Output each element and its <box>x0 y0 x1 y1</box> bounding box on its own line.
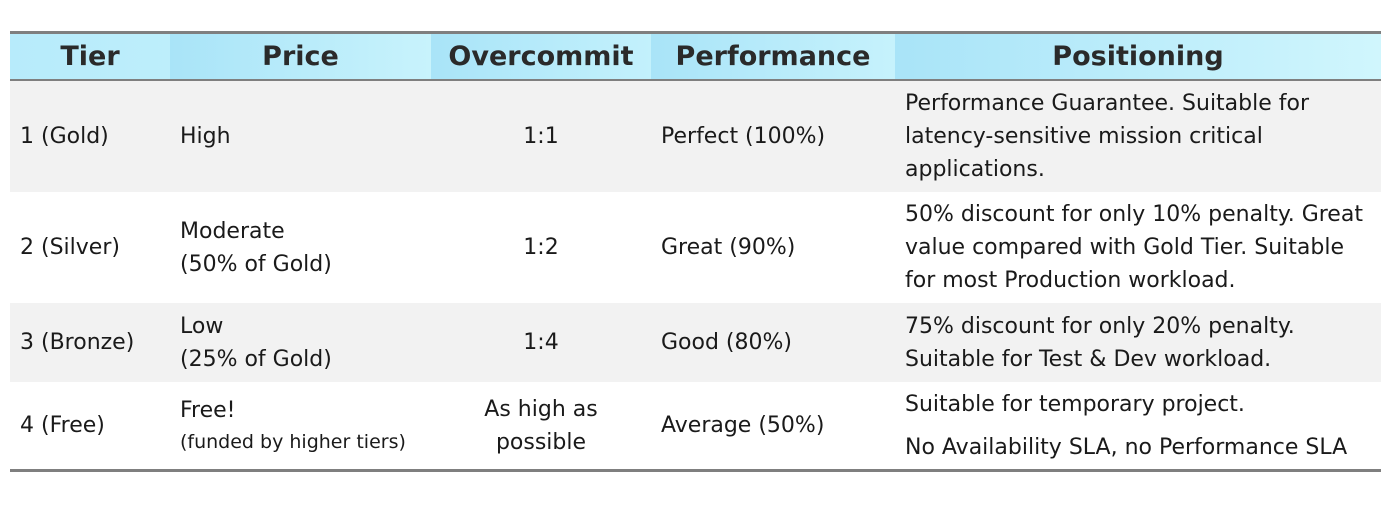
performance-cell: Perfect (100%) <box>651 81 895 192</box>
tier-cell: 2 (Silver) <box>10 192 170 303</box>
price-cell: High <box>170 81 431 192</box>
positioning-cell: Performance Guarantee. Suitable for late… <box>895 81 1381 192</box>
performance-label: Average (50%) <box>661 413 825 438</box>
performance-cell: Average (50%) <box>651 382 895 469</box>
overcommit-ratio: As high as <box>484 396 598 422</box>
tier-cell: 1 (Gold) <box>10 81 170 192</box>
positioning-line: applications. <box>905 157 1045 182</box>
positioning-line: 50% discount for only 10% penalty. Great <box>905 202 1363 227</box>
price-label: Moderate <box>180 218 285 244</box>
price-cell: Free! (funded by higher tiers) <box>170 382 431 469</box>
header-positioning: Positioning <box>895 34 1381 79</box>
performance-label: Good (80%) <box>661 330 792 355</box>
top-rule <box>10 31 1381 34</box>
positioning-line: 75% discount for only 20% penalty. <box>905 313 1295 339</box>
table-row: 3 (Bronze) Low (25% of Gold) 1:4 Good (8… <box>10 303 1381 382</box>
performance-label: Great (90%) <box>661 235 796 260</box>
overcommit-ratio: 1:2 <box>523 235 559 260</box>
header-performance: Performance <box>651 34 895 79</box>
tier-label: 4 (Free) <box>20 413 105 438</box>
performance-cell: Great (90%) <box>651 192 895 303</box>
overcommit-cell: As high as possible <box>431 382 651 469</box>
positioning-line: Performance Guarantee. Suitable for <box>905 91 1310 116</box>
tier-comparison-table: Tier Price Overcommit Performance Positi… <box>10 31 1381 472</box>
positioning-line: latency-sensitive mission critical <box>905 124 1263 149</box>
price-note: (25% of Gold) <box>180 346 332 372</box>
performance-label: Perfect (100%) <box>661 124 826 149</box>
overcommit-cell: 1:1 <box>431 81 651 192</box>
positioning-line: Suitable for Test & Dev workload. <box>905 346 1272 372</box>
header-price: Price <box>170 34 431 79</box>
positioning-gap <box>905 421 1381 431</box>
table-row: 1 (Gold) High 1:1 Perfect (100%) Perform… <box>10 81 1381 192</box>
positioning-cell: Suitable for temporary project. No Avail… <box>895 382 1381 469</box>
table-row: 4 (Free) Free! (funded by higher tiers) … <box>10 382 1381 469</box>
positioning-cell: 50% discount for only 10% penalty. Great… <box>895 192 1381 303</box>
positioning-line: Suitable for temporary project. <box>905 391 1245 417</box>
overcommit-ratio-line2: possible <box>495 429 587 455</box>
price-cell: Low (25% of Gold) <box>170 303 431 382</box>
overcommit-ratio: 1:4 <box>523 330 559 355</box>
header-tier: Tier <box>10 34 170 79</box>
price-note: (funded by higher tiers) <box>180 431 406 453</box>
tier-label: 2 (Silver) <box>20 235 120 260</box>
header-row: Tier Price Overcommit Performance Positi… <box>10 34 1381 81</box>
price-label: Free! <box>180 398 236 423</box>
overcommit-cell: 1:2 <box>431 192 651 303</box>
positioning-line: value compared with Gold Tier. Suitable <box>905 235 1344 260</box>
performance-cell: Good (80%) <box>651 303 895 382</box>
overcommit-ratio: 1:1 <box>523 124 559 149</box>
tier-cell: 4 (Free) <box>10 382 170 469</box>
bottom-rule <box>10 469 1381 472</box>
header-overcommit: Overcommit <box>431 34 651 79</box>
price-label: Low <box>180 313 224 339</box>
tier-cell: 3 (Bronze) <box>10 303 170 382</box>
price-cell: Moderate (50% of Gold) <box>170 192 431 303</box>
price-note: (50% of Gold) <box>180 251 332 277</box>
price-label: High <box>180 124 231 149</box>
tier-label: 3 (Bronze) <box>20 330 135 355</box>
positioning-line: No Availability SLA, no Performance SLA <box>905 434 1348 460</box>
positioning-line: for most Production workload. <box>905 268 1236 293</box>
positioning-cell: 75% discount for only 20% penalty. Suita… <box>895 303 1381 382</box>
overcommit-cell: 1:4 <box>431 303 651 382</box>
table-row: 2 (Silver) Moderate (50% of Gold) 1:2 Gr… <box>10 192 1381 303</box>
tier-label: 1 (Gold) <box>20 124 109 149</box>
